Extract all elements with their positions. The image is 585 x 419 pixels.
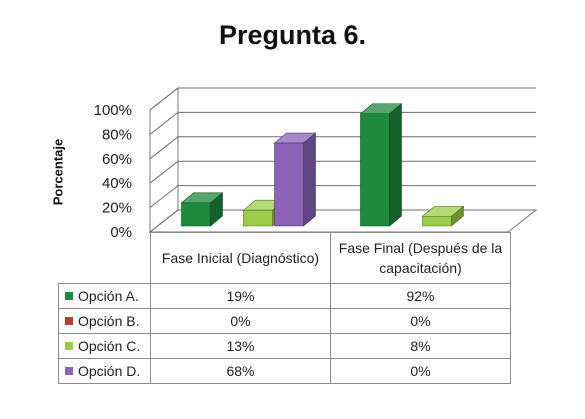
data-table: Fase Inicial (Diagnóstico) Fase Final (De… — [58, 232, 511, 384]
bar — [421, 205, 465, 227]
legend-swatch — [65, 292, 73, 301]
value-cell: 13% — [150, 333, 331, 359]
gridline — [149, 87, 536, 111]
table-row: Opción D. 68% 0% — [58, 358, 511, 384]
value-cell: 68% — [150, 358, 331, 384]
series-name-cell: Opción C. — [58, 333, 151, 359]
value-cell: 0% — [150, 308, 331, 334]
table-row: Opción A. 19% 92% — [58, 283, 511, 309]
value-cell: 19% — [150, 283, 331, 309]
bar — [359, 103, 403, 227]
category-label: Fase Inicial (Diagnóstico) — [150, 232, 331, 284]
chart-title: Pregunta 6. — [218, 20, 367, 50]
value-cell: 0% — [330, 358, 511, 384]
gridline — [149, 160, 536, 184]
series-name: Opción B. — [78, 313, 140, 329]
table-row: Opción B. 0% 0% — [58, 308, 511, 334]
value-cell: 92% — [330, 283, 511, 309]
y-tick-label: 60% — [102, 151, 132, 168]
y-tick-label: 80% — [102, 126, 132, 143]
table-corner — [58, 232, 151, 284]
table-row: Opción C. 13% 8% — [58, 333, 511, 359]
series-name: Opción A. — [78, 288, 139, 304]
legend-swatch — [65, 367, 73, 376]
series-name-cell: Opción A. — [58, 283, 151, 309]
gridline — [149, 209, 536, 233]
series-name-cell: Opción D. — [58, 358, 151, 384]
value-cell: 8% — [330, 333, 511, 359]
legend-swatch — [65, 317, 73, 326]
category-label: Fase Final (Después de la capacitación) — [330, 232, 511, 284]
gridline — [149, 111, 536, 135]
y-tick-label: 40% — [102, 175, 132, 192]
y-tick-label: 20% — [102, 200, 132, 217]
y-tick-label: 100% — [94, 102, 132, 119]
value-cell: 0% — [330, 308, 511, 334]
gridline — [149, 185, 536, 208]
bar — [273, 132, 317, 227]
series-name: Opción C. — [78, 338, 141, 354]
legend-swatch — [65, 342, 73, 351]
series-name: Opción D. — [78, 363, 141, 379]
series-name-cell: Opción B. — [58, 308, 151, 334]
bar — [180, 192, 224, 227]
gridline — [149, 136, 536, 160]
side-wall — [149, 86, 179, 234]
